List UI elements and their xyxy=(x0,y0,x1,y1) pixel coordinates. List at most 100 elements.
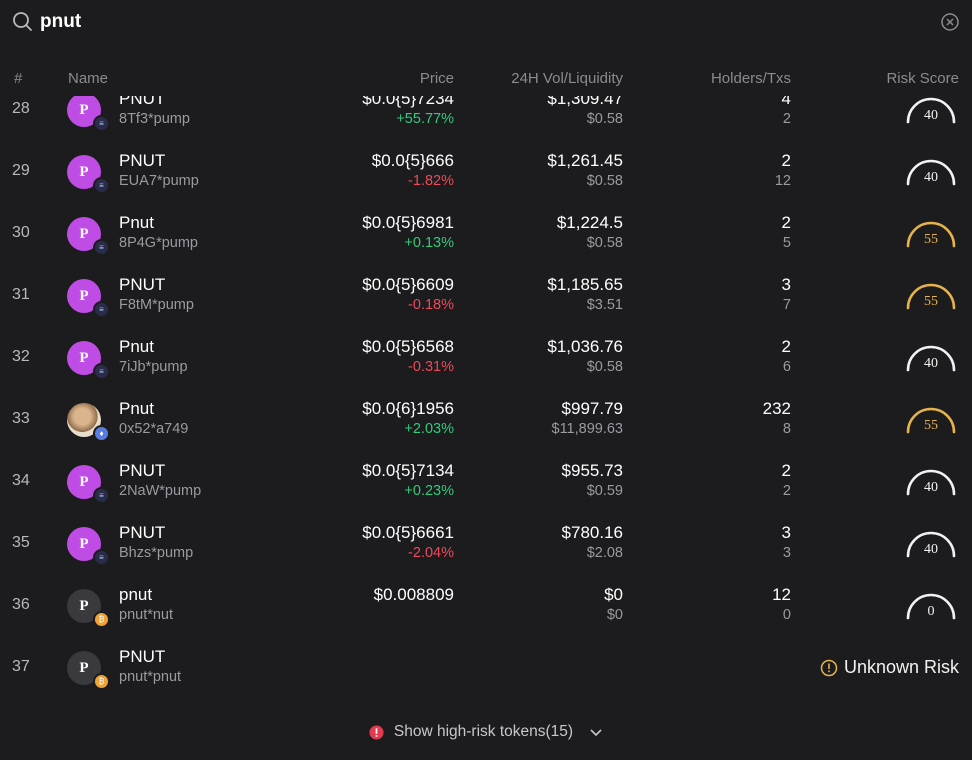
table-row[interactable]: 36 P ₿ pnut pnut*nut $0.008809 $0 $0 12 0 0 xyxy=(0,576,972,638)
solana-chain-icon: ≡ xyxy=(93,487,110,504)
column-header-risk-score[interactable]: Risk Score xyxy=(886,70,959,87)
table-row[interactable]: 37 P ₿ PNUT pnut*pnut Unknown Risk xyxy=(0,638,972,700)
row-number: 37 xyxy=(12,658,30,675)
avatar-letter: P xyxy=(79,597,89,614)
price-change: -2.04% xyxy=(408,545,454,561)
txs-count: 3 xyxy=(782,545,791,561)
price-change: -1.82% xyxy=(408,173,454,189)
txs-count: 12 xyxy=(774,173,791,189)
table-row[interactable]: 32 P ≡ Pnut 7iJb*pump $0.0{5}6568 -0.31% $1,036… xyxy=(0,328,972,390)
price-change: +2.03% xyxy=(404,421,454,437)
price-change: +55.77% xyxy=(396,111,454,127)
table-row[interactable]: 28 P ≡ PNUT 8Tf3*pump $0.0{5}7234 +55.77% $1,30… xyxy=(0,96,972,142)
solana-chain-icon: ≡ xyxy=(93,549,110,566)
risk-score-value: 40 xyxy=(924,542,938,557)
token-price: $0.0{5}6981 xyxy=(362,213,454,232)
token-address: Bhzs*pump xyxy=(119,545,194,561)
token-price: $0.0{5}666 xyxy=(371,151,454,170)
solana-chain-icon: ≡ xyxy=(93,363,110,380)
risk-score-value: 0 xyxy=(928,604,935,619)
search-bar xyxy=(0,0,972,46)
warning-icon xyxy=(369,724,384,740)
risk-score-value: 55 xyxy=(924,418,938,433)
avatar-letter: P xyxy=(79,659,89,676)
holders-count: 2 xyxy=(781,213,791,232)
bitcoin-chain-icon: ₿ xyxy=(93,673,110,690)
token-avatar: P xyxy=(67,96,101,127)
solana-chain-icon: ≡ xyxy=(93,301,110,318)
row-number: 28 xyxy=(12,100,30,117)
column-header-holders-txs[interactable]: Holders/Txs xyxy=(710,70,791,87)
risk-score-gauge: 55 xyxy=(906,407,956,434)
info-warning-icon xyxy=(820,659,838,676)
token-price: $0.0{5}6661 xyxy=(362,523,454,542)
holders-count: 3 xyxy=(781,523,791,542)
table-row[interactable]: 33 ♦ Pnut 0x52*a749 $0.0{6}1956 +2.03% $997.79… xyxy=(0,390,972,452)
token-name: PNUT xyxy=(119,461,166,480)
column-header-price[interactable]: Price xyxy=(419,70,454,87)
token-name: PNUT xyxy=(119,523,166,542)
volume-24h: $997.79 xyxy=(561,399,623,418)
clear-icon[interactable] xyxy=(939,11,961,33)
avatar-letter: P xyxy=(79,163,89,180)
holders-count: 2 xyxy=(781,151,791,170)
price-change: -0.18% xyxy=(408,297,454,313)
row-number: 32 xyxy=(12,348,30,365)
table-row[interactable]: 29 P ≡ PNUT EUA7*pump $0.0{5}666 -1.82% $1,261.… xyxy=(0,142,972,204)
token-address: 8Tf3*pump xyxy=(119,111,190,127)
solana-chain-icon: ≡ xyxy=(93,177,110,194)
table-row[interactable]: 35 P ≡ PNUT Bhzs*pump $0.0{5}6661 -2.04% $780.1… xyxy=(0,514,972,576)
volume-24h: $1,185.65 xyxy=(547,275,623,294)
volume-24h: $1,036.76 xyxy=(547,337,623,356)
txs-count: 6 xyxy=(782,359,791,375)
risk-score-value: 40 xyxy=(924,356,938,371)
column-header-volume-liquidity[interactable]: 24H Vol/Liquidity xyxy=(511,70,623,87)
search-input[interactable] xyxy=(40,8,900,36)
row-number: 34 xyxy=(12,472,30,489)
table-header: # Name Price 24H Vol/Liquidity Holders/T… xyxy=(0,66,972,92)
token-name: PNUT xyxy=(119,96,166,108)
risk-score-value: 55 xyxy=(924,294,938,309)
avatar-letter: P xyxy=(79,349,89,366)
chevron-down-icon xyxy=(590,729,602,737)
column-header-name[interactable]: Name xyxy=(68,70,109,87)
txs-count: 0 xyxy=(782,607,791,623)
solana-chain-icon: ≡ xyxy=(93,115,110,132)
token-address: 0x52*a749 xyxy=(119,421,189,437)
table-row[interactable]: 30 P ≡ Pnut 8P4G*pump $0.0{5}6981 +0.13% $1,224… xyxy=(0,204,972,266)
ethereum-chain-icon: ♦ xyxy=(93,425,110,442)
token-address: F8tM*pump xyxy=(119,297,194,313)
price-change: -0.31% xyxy=(408,359,454,375)
search-icon xyxy=(13,12,32,31)
token-address: EUA7*pump xyxy=(119,173,199,189)
row-number: 35 xyxy=(12,534,30,551)
row-number: 36 xyxy=(12,596,30,613)
table-row[interactable]: 34 P ≡ PNUT 2NaW*pump $0.0{5}7134 +0.23% $955.7… xyxy=(0,452,972,514)
token-price: $0.0{5}7234 xyxy=(362,96,454,108)
liquidity: $3.51 xyxy=(586,297,623,313)
token-list[interactable]: 28 P ≡ PNUT 8Tf3*pump $0.0{5}7234 +55.77% $1,30… xyxy=(0,96,972,702)
holders-count: 12 xyxy=(772,585,791,604)
price-change: +0.13% xyxy=(404,235,454,251)
liquidity: $0.58 xyxy=(586,235,623,251)
row-number: 30 xyxy=(12,224,30,241)
txs-count: 2 xyxy=(782,111,791,127)
show-high-risk-tokens-label: Show high-risk tokens(15) xyxy=(393,723,574,740)
unknown-risk-label: Unknown Risk xyxy=(843,657,959,677)
holders-count: 4 xyxy=(781,96,791,108)
show-high-risk-tokens-button[interactable]: Show high-risk tokens(15) xyxy=(0,718,972,746)
txs-count: 5 xyxy=(782,235,791,251)
liquidity: $0.58 xyxy=(586,111,623,127)
token-address: pnut*pnut xyxy=(119,669,182,685)
row-number: 29 xyxy=(12,162,30,179)
avatar-letter: P xyxy=(79,287,89,304)
solana-chain-icon: ≡ xyxy=(93,239,110,256)
token-name: Pnut xyxy=(119,337,154,356)
liquidity: $0.59 xyxy=(586,483,623,499)
liquidity: $0.58 xyxy=(586,359,623,375)
holders-count: 2 xyxy=(781,461,791,480)
liquidity: $11,899.63 xyxy=(551,421,624,437)
risk-score-gauge: 40 xyxy=(906,469,956,496)
table-row[interactable]: 31 P ≡ PNUT F8tM*pump $0.0{5}6609 -0.18% $1,185… xyxy=(0,266,972,328)
token-name: Pnut xyxy=(119,213,154,232)
